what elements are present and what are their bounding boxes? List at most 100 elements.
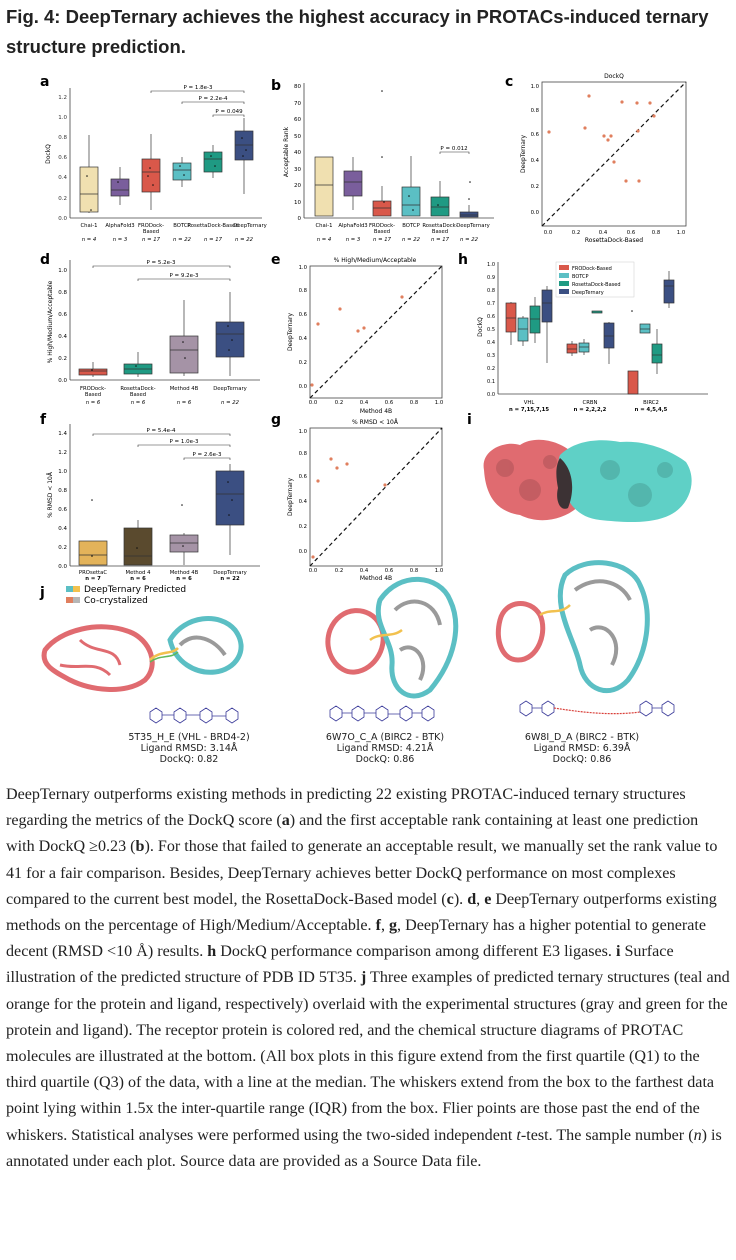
panel-h-group: BIRC2 (643, 400, 659, 406)
panel-f-category: DeepTernary (213, 570, 247, 576)
caption-fragment: h (207, 943, 217, 961)
panel-c-xtick: 0.8 (652, 230, 661, 236)
panel-a-ytick: 0.2 (58, 196, 67, 202)
panel-f-ylabel: % RMSD < 10Å (47, 471, 54, 518)
panel-c-ytick: 0.8 (531, 108, 540, 114)
panel-g-ytick: 0.2 (299, 524, 307, 530)
panel-f-box-prosettac (78, 540, 108, 566)
panel-j-example-dockq: DockQ: 0.86 (356, 754, 415, 765)
panel-e-xtick: 0.2 (335, 400, 343, 406)
panel-d-ylabel: % High/Medium/Acceptable (47, 280, 54, 363)
panel-d-pvalue: P = 5.2e-3 (146, 260, 176, 266)
panel-a-n: n = 3 (113, 237, 128, 243)
panel-g: g % RMSD < 10Å 0.0 0.2 0.4 0.6 0.8 1.0 0… (271, 412, 444, 582)
panel-h-ytick: 0.6 (487, 314, 495, 320)
panel-c: c DockQ 0.0 0.2 0.4 0.6 0.8 1.0 0.0 0.2 … (505, 73, 687, 244)
panel-d-box-deepternary (215, 321, 245, 358)
panel-g-points (311, 457, 387, 559)
caption-fragment: , (476, 890, 485, 908)
caption-fragment: i (615, 943, 621, 961)
panel-h-ytick: 0.8 (487, 288, 495, 294)
panel-j-chem-2 (329, 705, 435, 722)
panel-h-ytick: 1.0 (487, 262, 495, 268)
panel-j-legend: DeepTernary Predicted Co-crystalized (66, 585, 186, 606)
panel-b-pvalue: P = 0.012 (440, 146, 467, 152)
panel-c-xtick: 0.4 (599, 230, 608, 236)
panel-d-ytick: 0.2 (58, 356, 67, 362)
panel-j-example-id: 5T35_H_E (VHL - BRD4-2) (128, 732, 249, 743)
panel-f-pvalue: P = 2.6e-3 (192, 452, 222, 458)
panel-e-xtick: 0.6 (385, 400, 394, 406)
panel-a-ytick: 1.2 (58, 95, 67, 101)
panel-h-legend-item: BOTCP (572, 274, 589, 280)
panel-h-ytick: 0.7 (487, 301, 495, 307)
panel-c-ytick: 0.0 (531, 210, 540, 216)
caption-fragment: , (380, 917, 389, 935)
panel-j-example-id: 6W7O_C_A (BIRC2 - BTK) (326, 732, 444, 743)
panel-d-ytick: 0.0 (58, 378, 67, 384)
panel-f-n: n = 6 (176, 576, 192, 582)
panel-f-ytick: 0.0 (58, 564, 67, 570)
panel-a-ytick: 1.0 (58, 115, 67, 121)
panel-c-ytick: 0.4 (531, 158, 540, 164)
panel-b-ytick: 30 (294, 167, 301, 173)
panel-a-category: Chai-1 (80, 223, 97, 229)
panel-g-letter: g (271, 412, 281, 428)
panel-b-box-chai (314, 156, 334, 217)
caption-fragment: -test. The sample number ( (520, 1126, 694, 1144)
panel-c-xtick: 0.0 (544, 230, 553, 236)
panel-d-pvalue: P = 9.2e-3 (169, 273, 199, 279)
panel-f-ytick: 1.4 (58, 431, 67, 437)
panel-f-ytick: 0.2 (58, 545, 67, 551)
panel-f-ytick: 0.4 (58, 526, 67, 532)
caption-fragment: f (375, 917, 381, 935)
panel-d-n: n = 22 (221, 400, 240, 406)
panel-b-n: n = 17 (431, 237, 450, 243)
panel-b-category: Based (432, 229, 448, 235)
panel-a-ytick: 0.4 (58, 175, 67, 181)
panel-b-box-rosetta (430, 196, 450, 217)
panel-a-ytick: 0.8 (58, 135, 67, 141)
panel-j-legend-item: Co-crystalized (84, 596, 148, 606)
panel-e-ytick: 0.0 (299, 384, 308, 390)
panel-f-n: n = 22 (220, 576, 240, 582)
figure-title: Fig. 4: DeepTernary achieves the highest… (6, 6, 709, 57)
caption-fragment: d (467, 890, 477, 908)
panel-h-n: n = 7,15,7,15 (509, 407, 549, 413)
panel-d-ytick: 0.8 (58, 290, 67, 296)
panel-e-ytick: 1.0 (299, 265, 308, 271)
panel-b-ytick: 60 (294, 117, 301, 123)
panel-a: a 0.0 0.2 0.4 0.6 0.8 1.0 1.2 DockQ (40, 74, 267, 243)
panel-h-ytick: 0.1 (487, 379, 495, 385)
panel-i-letter: i (467, 412, 472, 428)
panel-a-axes (69, 88, 262, 219)
panel-a-letter: a (40, 74, 49, 90)
caption-fragment: ). For those that failed to generate an … (6, 838, 718, 908)
panel-f-n: n = 6 (130, 576, 146, 582)
panel-a-category: DeepTernary (233, 223, 267, 229)
panel-a-category: RosettaDock-Based (187, 223, 238, 229)
panel-b-box-deepternary (459, 211, 479, 218)
panel-c-xtick: 0.6 (627, 230, 636, 236)
caption-fragment: Three examples of predicted ternary stru… (6, 969, 730, 1144)
panel-i: i (467, 412, 692, 523)
panel-f-ytick: 1.2 (58, 450, 67, 456)
panel-f-letter: f (40, 412, 47, 428)
caption-fragment: ). (453, 890, 468, 908)
panel-d: d 0.0 0.2 0.4 0.6 0.8 1.0 % High/Medium/… (40, 252, 260, 406)
panel-h-legend-item: DeepTernary (572, 290, 604, 296)
panel-j-letter: j (39, 585, 45, 601)
panel-d-box-method4b (169, 335, 199, 374)
panel-j-example-id: 6W8I_D_A (BIRC2 - BTK) (525, 732, 639, 743)
panel-h-ytick: 0.0 (487, 392, 495, 398)
panel-f: f 0.0 0.2 0.4 0.6 0.8 1.0 1.2 1.4 % RMSD… (40, 412, 260, 582)
caption-fragment: b (135, 838, 145, 856)
panel-e-ylabel: DeepTernary (287, 313, 294, 351)
caption-fragment: c (446, 890, 454, 908)
panel-b-category: Chai-1 (315, 223, 332, 229)
panel-f-box-deepternary (215, 470, 245, 526)
panel-b-letter: b (271, 78, 281, 94)
panel-c-ytick: 0.6 (531, 132, 540, 138)
panel-f-category: Method 4 (126, 570, 152, 576)
panel-a-n: n = 22 (173, 237, 192, 243)
